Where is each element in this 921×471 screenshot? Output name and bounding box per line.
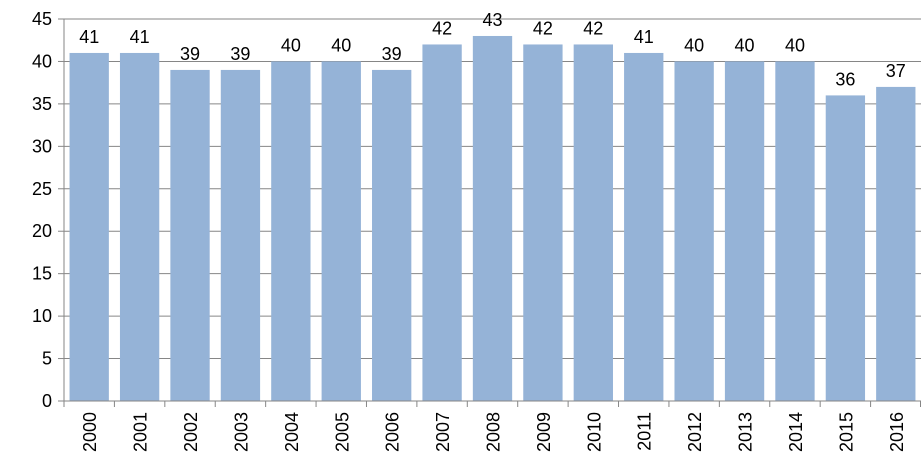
x-tick-label-2015: 2015: [836, 412, 856, 452]
x-tick-label-2001: 2001: [131, 412, 151, 452]
data-label-2009: 42: [533, 18, 553, 38]
data-label-2008: 43: [482, 10, 502, 30]
bar-2015: [825, 95, 866, 402]
x-tick-label-2010: 2010: [584, 412, 604, 452]
y-tick-label: 30: [32, 136, 52, 156]
x-tick-label-2013: 2013: [736, 412, 756, 452]
data-label-2015: 36: [835, 69, 855, 89]
y-tick-label: 45: [32, 9, 52, 29]
bar-2003: [220, 69, 261, 401]
axes: [63, 19, 921, 402]
x-tick-label-2002: 2002: [181, 412, 201, 452]
y-tick-label: 5: [42, 349, 52, 369]
data-label-2005: 40: [331, 35, 351, 55]
bar-2014: [775, 61, 815, 401]
bar-2001: [119, 52, 160, 401]
bar-2007: [422, 44, 462, 401]
x-tick-label-2016: 2016: [887, 412, 907, 452]
bar-2011: [624, 52, 664, 401]
bar-2000: [69, 52, 109, 401]
x-tick-label-2012: 2012: [685, 412, 705, 452]
x-tick-label-2006: 2006: [383, 412, 403, 452]
bar-2008: [472, 35, 513, 401]
data-label-2003: 39: [230, 44, 250, 64]
data-labels: 41 41 39 39 40 40 39 42 43 42 42 41 40 40 40 36 37: [79, 10, 906, 89]
y-axis-ticks: 0 5 10 15 20 25 30 35 40 45: [32, 9, 64, 411]
data-label-2010: 42: [583, 18, 603, 38]
x-tick-label-2003: 2003: [231, 412, 251, 452]
data-label-2007: 42: [432, 18, 452, 38]
x-tick-label-2005: 2005: [332, 412, 352, 452]
data-label-2011: 41: [634, 27, 654, 47]
bar-2013: [724, 61, 765, 401]
y-tick-label: 15: [32, 264, 52, 284]
y-tick-label: 0: [42, 391, 52, 411]
data-label-2016: 37: [886, 61, 906, 81]
x-axis-ticks: 2000 2001 2002 2003 2004 2005 2006 2007 2008 2009…: [63, 401, 921, 452]
data-label-2000: 41: [79, 27, 99, 47]
x-tick-label-2008: 2008: [484, 412, 504, 452]
x-tick-label-2004: 2004: [282, 412, 302, 452]
bar-2010: [573, 44, 613, 401]
x-tick-label-2011: 2011: [635, 412, 655, 451]
data-label-2012: 40: [684, 35, 704, 55]
y-tick-label: 10: [32, 306, 52, 326]
bar-2016: [876, 86, 916, 402]
data-label-2002: 39: [180, 44, 200, 64]
y-tick-label: 20: [32, 221, 52, 241]
bar-2009: [523, 44, 563, 401]
data-label-2014: 40: [785, 35, 805, 55]
bar-2005: [321, 61, 361, 401]
x-tick-label-2009: 2009: [534, 412, 554, 452]
x-tick-label-2000: 2000: [80, 412, 100, 452]
data-label-2006: 39: [382, 44, 402, 64]
y-tick-label: 25: [32, 179, 52, 199]
bars: [69, 35, 916, 402]
bar-2004: [271, 61, 311, 401]
data-label-2013: 40: [735, 35, 755, 55]
bar-2002: [170, 69, 210, 401]
data-label-2001: 41: [130, 27, 150, 47]
x-tick-label-2014: 2014: [786, 412, 806, 452]
y-tick-label: 40: [32, 51, 52, 71]
data-label-2004: 40: [281, 35, 301, 55]
bar-2006: [372, 69, 412, 401]
bar-2012: [674, 61, 714, 401]
y-tick-label: 35: [32, 94, 52, 114]
x-tick-label-2007: 2007: [433, 412, 453, 452]
